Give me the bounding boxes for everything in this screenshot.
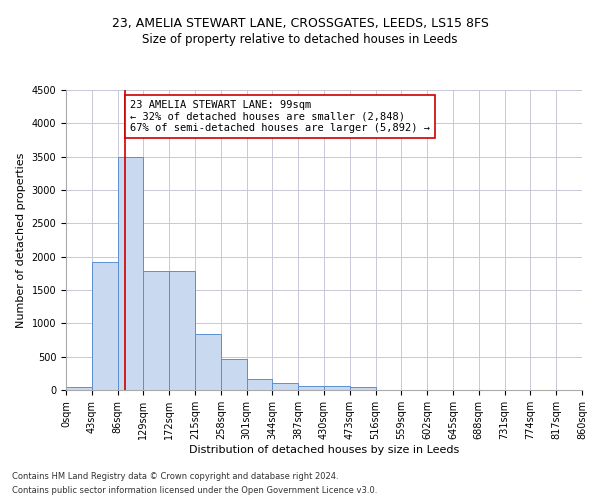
Text: Contains public sector information licensed under the Open Government Licence v3: Contains public sector information licen…: [12, 486, 377, 495]
Y-axis label: Number of detached properties: Number of detached properties: [16, 152, 26, 328]
Bar: [324, 386, 350, 390]
Bar: [350, 388, 376, 390]
Bar: [221, 360, 247, 390]
Text: Size of property relative to detached houses in Leeds: Size of property relative to detached ho…: [142, 32, 458, 46]
Bar: [272, 384, 298, 390]
Bar: [247, 380, 272, 390]
Text: 23, AMELIA STEWART LANE, CROSSGATES, LEEDS, LS15 8FS: 23, AMELIA STEWART LANE, CROSSGATES, LEE…: [112, 18, 488, 30]
Bar: [92, 262, 118, 390]
X-axis label: Distribution of detached houses by size in Leeds: Distribution of detached houses by size …: [189, 444, 459, 454]
Bar: [195, 334, 221, 390]
Bar: [118, 156, 143, 390]
Bar: [169, 272, 195, 390]
Bar: [66, 388, 92, 390]
Bar: [298, 386, 324, 390]
Text: 23 AMELIA STEWART LANE: 99sqm
← 32% of detached houses are smaller (2,848)
67% o: 23 AMELIA STEWART LANE: 99sqm ← 32% of d…: [130, 100, 430, 133]
Text: Contains HM Land Registry data © Crown copyright and database right 2024.: Contains HM Land Registry data © Crown c…: [12, 472, 338, 481]
Bar: [143, 272, 169, 390]
